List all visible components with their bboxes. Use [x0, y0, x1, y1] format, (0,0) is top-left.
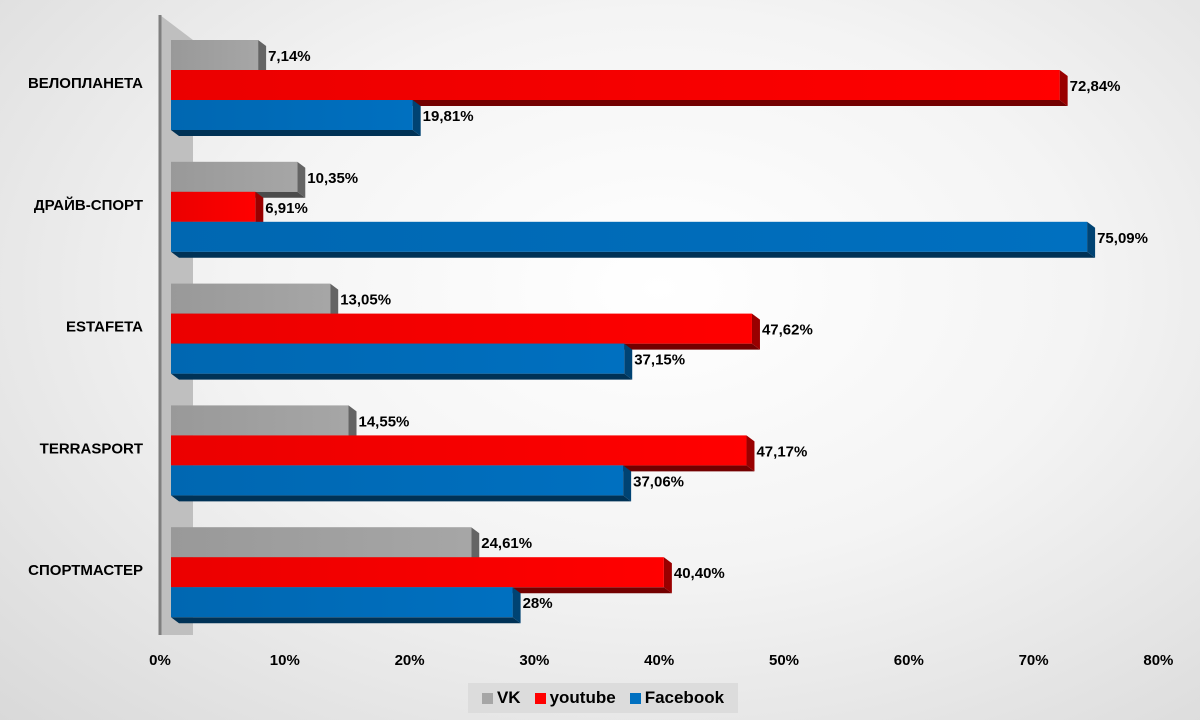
- data-label: 37,15%: [634, 352, 685, 369]
- bar-youtube: [171, 70, 1060, 100]
- legend-swatch-youtube: [534, 692, 546, 704]
- data-label: 37,06%: [633, 473, 684, 490]
- x-tick-label: 30%: [519, 652, 549, 669]
- legend-swatch-facebook: [629, 692, 641, 704]
- data-label: 19,81%: [423, 108, 474, 125]
- bar-youtube: [171, 313, 752, 344]
- category-label: ВЕЛОПЛАНЕТА: [28, 75, 143, 92]
- bar-side-face: [258, 40, 267, 76]
- bar-bottom-face: [171, 617, 521, 624]
- bar-side-face: [751, 313, 760, 350]
- data-label: 13,05%: [340, 292, 391, 309]
- legend-label-facebook: Facebook: [644, 688, 725, 707]
- bar-vk: [171, 405, 349, 436]
- legend-item-youtube: youtube: [534, 688, 616, 708]
- data-label: 28%: [523, 595, 553, 612]
- data-label: 40,40%: [674, 565, 725, 582]
- category-label: TERRASPORT: [40, 440, 143, 457]
- bar-bottom-face: [171, 251, 1096, 258]
- bar-facebook: [171, 221, 1088, 252]
- x-tick-label: 60%: [894, 652, 924, 669]
- legend-label-vk: VK: [496, 688, 521, 707]
- bar-facebook: [171, 343, 625, 374]
- x-tick-label: 20%: [395, 652, 425, 669]
- category-label: ДРАЙВ-СПОРТ: [34, 196, 143, 214]
- bar-bottom-face: [171, 130, 421, 136]
- category-label: ESTAFETA: [66, 319, 143, 336]
- data-label: 7,14%: [268, 48, 311, 65]
- bar-side-face: [1087, 221, 1096, 258]
- x-tick-label: 80%: [1143, 652, 1173, 669]
- bar-side-face: [623, 465, 632, 502]
- x-tick-label: 40%: [644, 652, 674, 669]
- data-label: 24,61%: [481, 535, 532, 552]
- bar-vk: [171, 283, 331, 314]
- data-label: 6,91%: [265, 200, 308, 217]
- legend-label-youtube: youtube: [549, 688, 616, 707]
- category-label: СПОРТМАСТЕР: [28, 562, 143, 579]
- bar-facebook: [171, 465, 624, 496]
- bar-bottom-face: [171, 373, 633, 380]
- bar-side-face: [1059, 70, 1068, 106]
- data-label: 47,17%: [756, 443, 807, 460]
- data-label: 10,35%: [307, 170, 358, 187]
- bar-side-face: [297, 161, 306, 198]
- bar-youtube: [171, 191, 256, 222]
- bar-bottom-face: [171, 495, 632, 502]
- bar-side-face: [330, 283, 339, 320]
- bar-side-face: [663, 557, 672, 594]
- bar-side-face: [412, 100, 421, 136]
- bar-side-face: [348, 405, 357, 442]
- legend: VK youtube Facebook: [468, 683, 738, 713]
- bar-side-face: [746, 435, 755, 472]
- bar-side-face: [255, 191, 264, 228]
- legend-item-facebook: Facebook: [629, 688, 725, 708]
- data-label: 47,62%: [762, 322, 813, 339]
- legend-swatch-vk: [481, 692, 493, 704]
- bar-side-face: [512, 587, 521, 624]
- x-tick-label: 50%: [769, 652, 799, 669]
- x-tick-label: 0%: [149, 652, 171, 669]
- bar-side-face: [624, 343, 633, 380]
- x-tick-label: 70%: [1019, 652, 1049, 669]
- bar-vk: [171, 40, 259, 70]
- data-label: 14,55%: [359, 413, 410, 430]
- bar-youtube: [171, 435, 747, 466]
- bar-facebook: [171, 587, 513, 618]
- bar-vk: [171, 161, 298, 192]
- bar-youtube: [171, 557, 664, 588]
- x-tick-label: 10%: [270, 652, 300, 669]
- legend-item-vk: VK: [481, 688, 521, 708]
- data-label: 72,84%: [1070, 78, 1121, 95]
- data-label: 75,09%: [1097, 230, 1148, 247]
- bar-vk: [171, 527, 472, 558]
- bar-side-face: [471, 527, 480, 564]
- bar-facebook: [171, 100, 413, 130]
